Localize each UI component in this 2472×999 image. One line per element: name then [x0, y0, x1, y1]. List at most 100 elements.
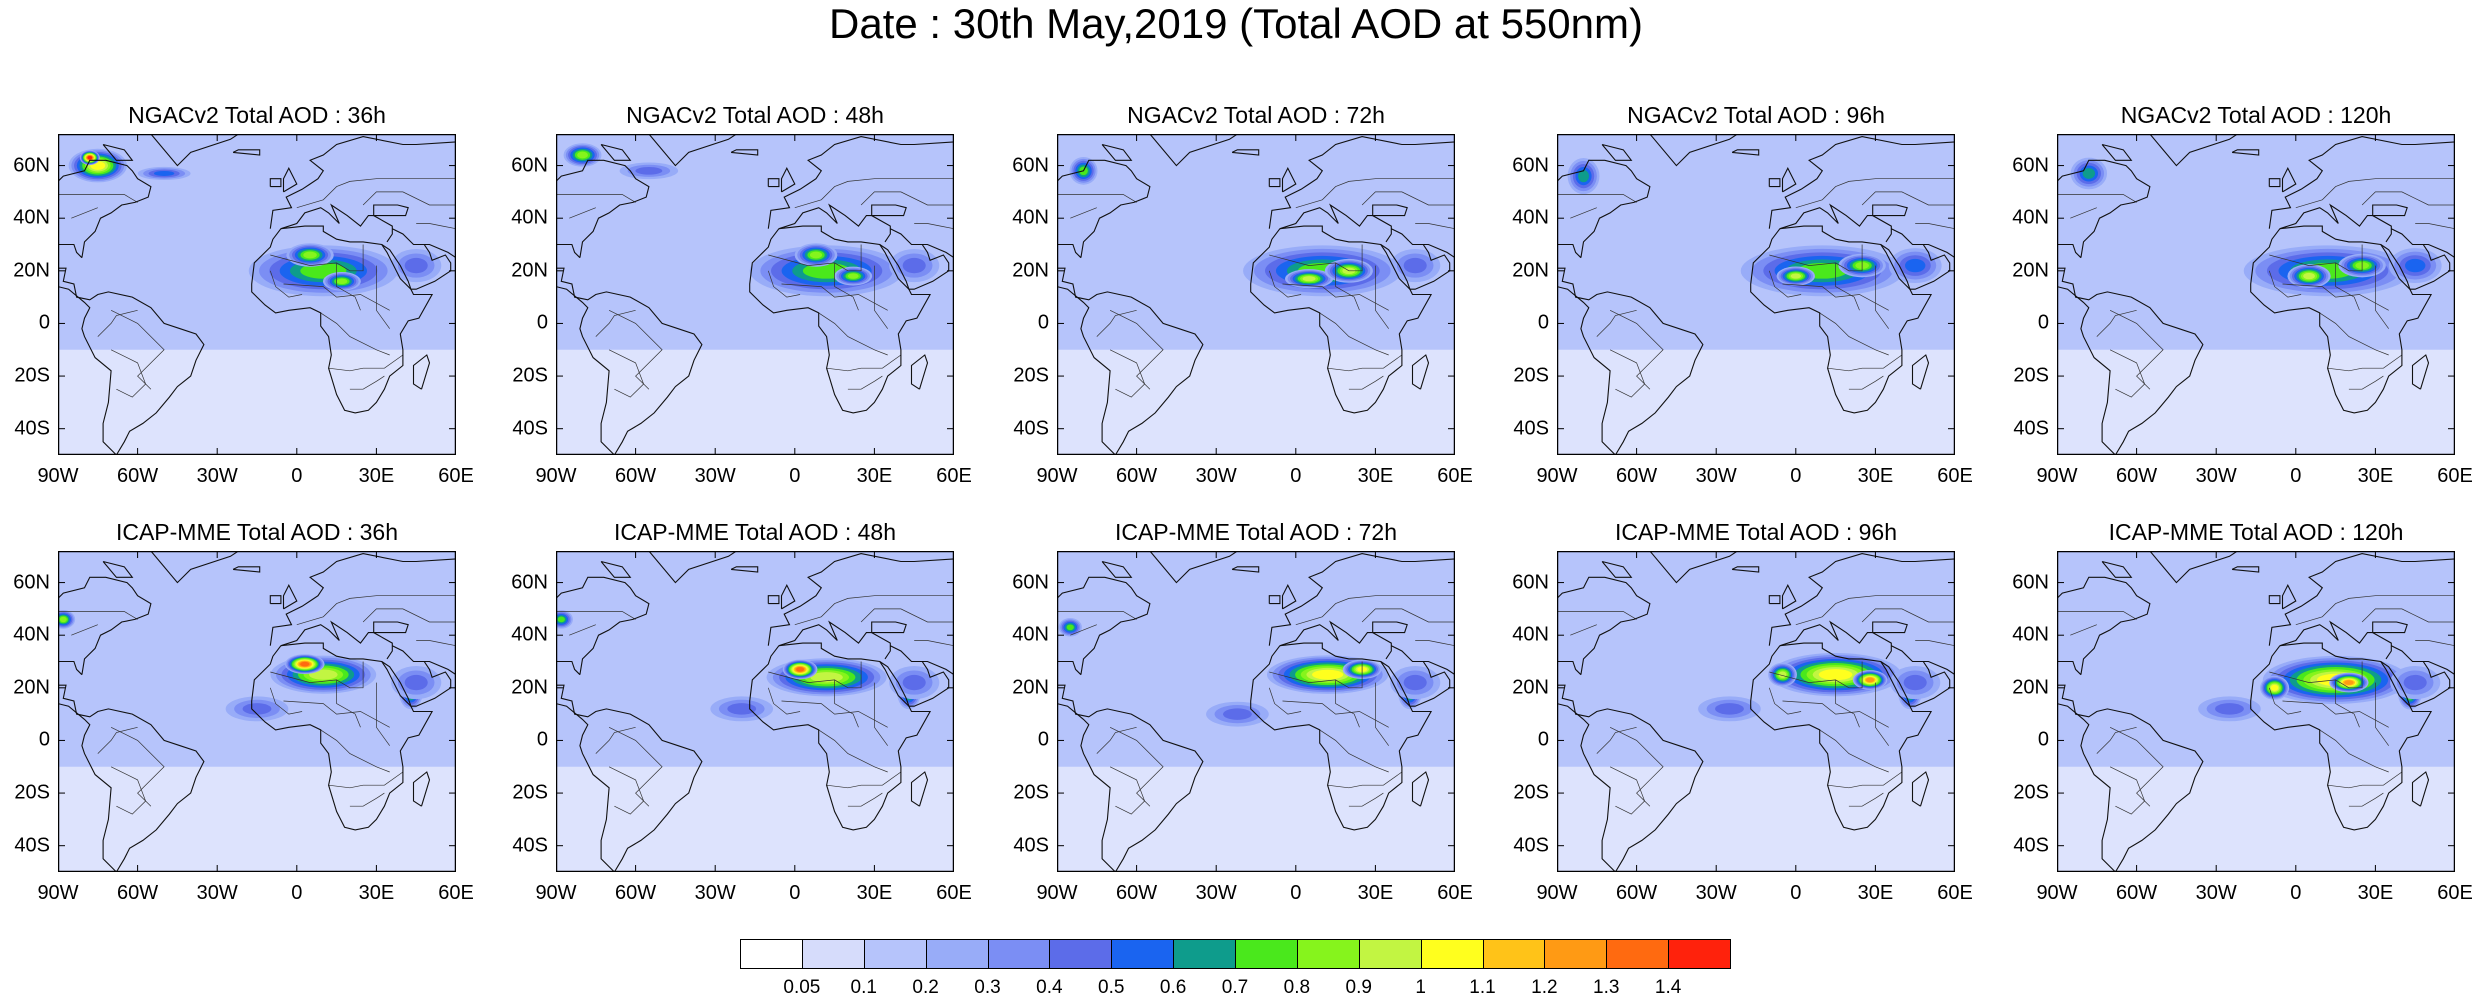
lat-label: 20S [2013, 364, 2049, 387]
coastline [1557, 286, 1616, 455]
country-border [781, 283, 888, 311]
country-border [595, 309, 636, 337]
aod-plume-sahara [2270, 684, 2279, 691]
lon-label: 60E [2437, 882, 2472, 904]
lon-label: 90W [1036, 882, 1078, 904]
lon-label: 60E [438, 465, 474, 487]
colorbar-swatch [925, 939, 989, 969]
country-border [1795, 595, 1955, 626]
country-border [794, 178, 954, 209]
lat-label: 60N [2012, 571, 2049, 594]
coastline [556, 576, 650, 675]
coastline [1057, 684, 1204, 872]
lat-label: 0 [536, 311, 548, 334]
lon-label: 60W [2116, 882, 2158, 904]
country-border [2282, 700, 2389, 728]
map-panel: ICAP-MME Total AOD : 120h 60N 40N 20N 0 20S 40… [2012, 519, 2472, 904]
country-border [1348, 375, 1384, 390]
country-border [58, 611, 138, 620]
map-panel: ICAP-MME Total AOD : 96h 60N 40N 20N 0 20S 40S… [1512, 519, 1973, 904]
colorbar-level-label: 0.7 [1221, 977, 1249, 998]
map-panel: NGACv2 Total AOD : 48h 60N 40N 20N 0 20S 40S 90… [511, 102, 972, 487]
lon-label: 90W [2036, 882, 2078, 904]
lon-label: 30E [1357, 465, 1394, 487]
country-border [1109, 309, 1164, 390]
coastline [2380, 228, 2451, 290]
colorbar-level-label: 1.3 [1593, 977, 1620, 998]
coastline [2057, 286, 2116, 455]
aod-map [58, 134, 456, 455]
coastline [2372, 204, 2408, 217]
lon-label: 60W [615, 882, 657, 904]
coastline [780, 166, 796, 193]
coastline [556, 703, 615, 872]
coastline [922, 660, 954, 676]
country-border [2327, 771, 2403, 789]
colorbar-swatch [1668, 939, 1731, 969]
country-border [97, 309, 138, 337]
country-border [847, 375, 883, 390]
country-border [1609, 349, 1646, 398]
coastline [1557, 159, 1651, 258]
aod-colorbar: 0.05 0.1 0.2 0.3 0.4 0.5 0.6 0.7 0.8 0.9 1 1.1 1.2 1.… [740, 939, 1731, 998]
country-border [1269, 244, 1363, 272]
colorbar-level-label: 1.4 [1654, 977, 1682, 998]
colorbar-swatch [1173, 939, 1236, 969]
country-border [283, 283, 390, 311]
aod-plume-arabia [902, 674, 926, 691]
aod-plume-canada [59, 616, 67, 623]
country-border [2335, 262, 2360, 311]
country-border [2070, 207, 2097, 219]
coastline [1380, 228, 1451, 290]
aod-map [1057, 551, 1455, 872]
country-border [269, 270, 303, 298]
lat-label: 20N [2012, 676, 2049, 699]
lat-label: 60N [1012, 154, 1049, 177]
lon-label: 30W [196, 882, 238, 904]
panel-title: NGACv2 Total AOD : 48h [626, 102, 884, 128]
lon-label: 60E [936, 882, 972, 904]
lon-label: 60W [117, 465, 159, 487]
country-border [1795, 178, 1955, 209]
lat-label: 20S [1513, 364, 1549, 387]
aod-plume-sahara [2303, 272, 2315, 280]
colorbar-level-label: 0.5 [1098, 977, 1125, 998]
panel-title: ICAP-MME Total AOD : 72h [1114, 519, 1398, 545]
coastline [1557, 267, 1704, 455]
aod-plume-canada [2082, 168, 2096, 179]
coastline [2057, 159, 2151, 258]
coastline [1268, 553, 1455, 646]
map-frame [2057, 551, 2455, 872]
coastline [922, 243, 954, 259]
lon-label: 30E [1857, 882, 1894, 904]
panel-title: ICAP-MME Total AOD : 96h [1614, 519, 1898, 545]
lat-label: 40S [512, 417, 548, 440]
lat-label: 40N [511, 623, 548, 646]
coastline [1557, 684, 1704, 872]
lat-label: 40N [1012, 623, 1049, 646]
country-border [376, 265, 390, 329]
country-border [1327, 771, 1403, 789]
coastline [58, 660, 83, 676]
coastline [1923, 660, 1955, 676]
country-border [2361, 191, 2455, 206]
coastline [749, 225, 932, 414]
colorbar-level-label: 0.9 [1345, 977, 1372, 998]
coastline [556, 267, 703, 455]
country-border [556, 611, 636, 620]
country-border [1557, 194, 1637, 203]
coastline [1268, 136, 1455, 229]
lon-label: 0 [789, 465, 801, 487]
lon-label: 30E [1857, 465, 1894, 487]
country-border [847, 792, 883, 807]
country-border [914, 223, 954, 230]
lon-label: 60E [1937, 882, 1973, 904]
lat-label: 40N [1512, 206, 1549, 229]
lon-label: 60W [2116, 465, 2158, 487]
coastline [1279, 620, 1392, 660]
coastline [1411, 771, 1430, 807]
coastline [1649, 134, 1738, 167]
coastline [2268, 595, 2281, 605]
coastline [269, 178, 282, 188]
country-border [1282, 700, 1389, 728]
